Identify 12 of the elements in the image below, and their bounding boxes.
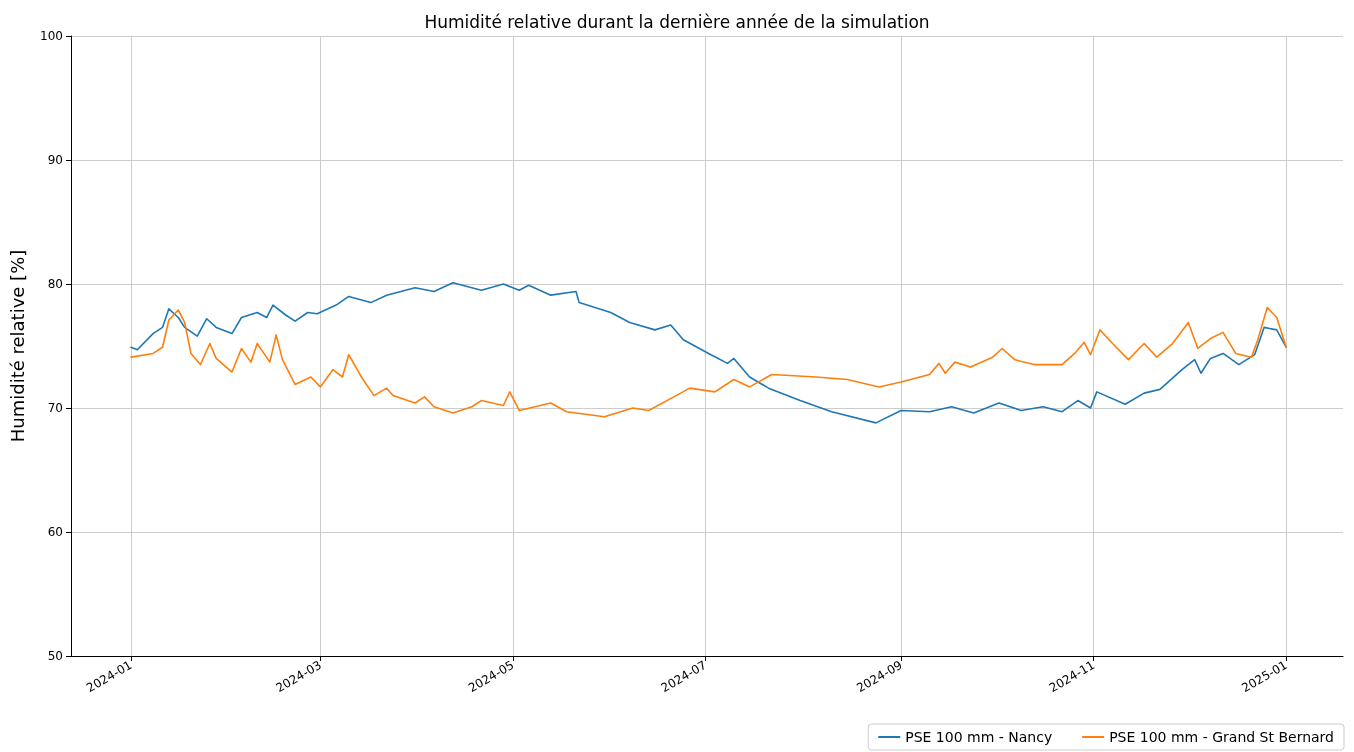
y-tick-label: 100 [40,29,63,43]
chart-title: Humidité relative durant la dernière année de la simulation [424,11,930,32]
y-axis-title: Humidité relative [%] [6,249,28,443]
y-tick-label: 80 [47,277,63,291]
y-tick-label: 70 [47,401,63,415]
y-tick-label: 60 [47,525,63,539]
line-series [130,306,1287,418]
legend-label: PSE 100 mm - Grand St Bernard [1109,729,1335,745]
y-tick-label: 50 [47,649,63,663]
line-series [130,281,1287,424]
y-tick-label: 90 [47,153,63,167]
legend-label: PSE 100 mm - Nancy [905,729,1053,745]
